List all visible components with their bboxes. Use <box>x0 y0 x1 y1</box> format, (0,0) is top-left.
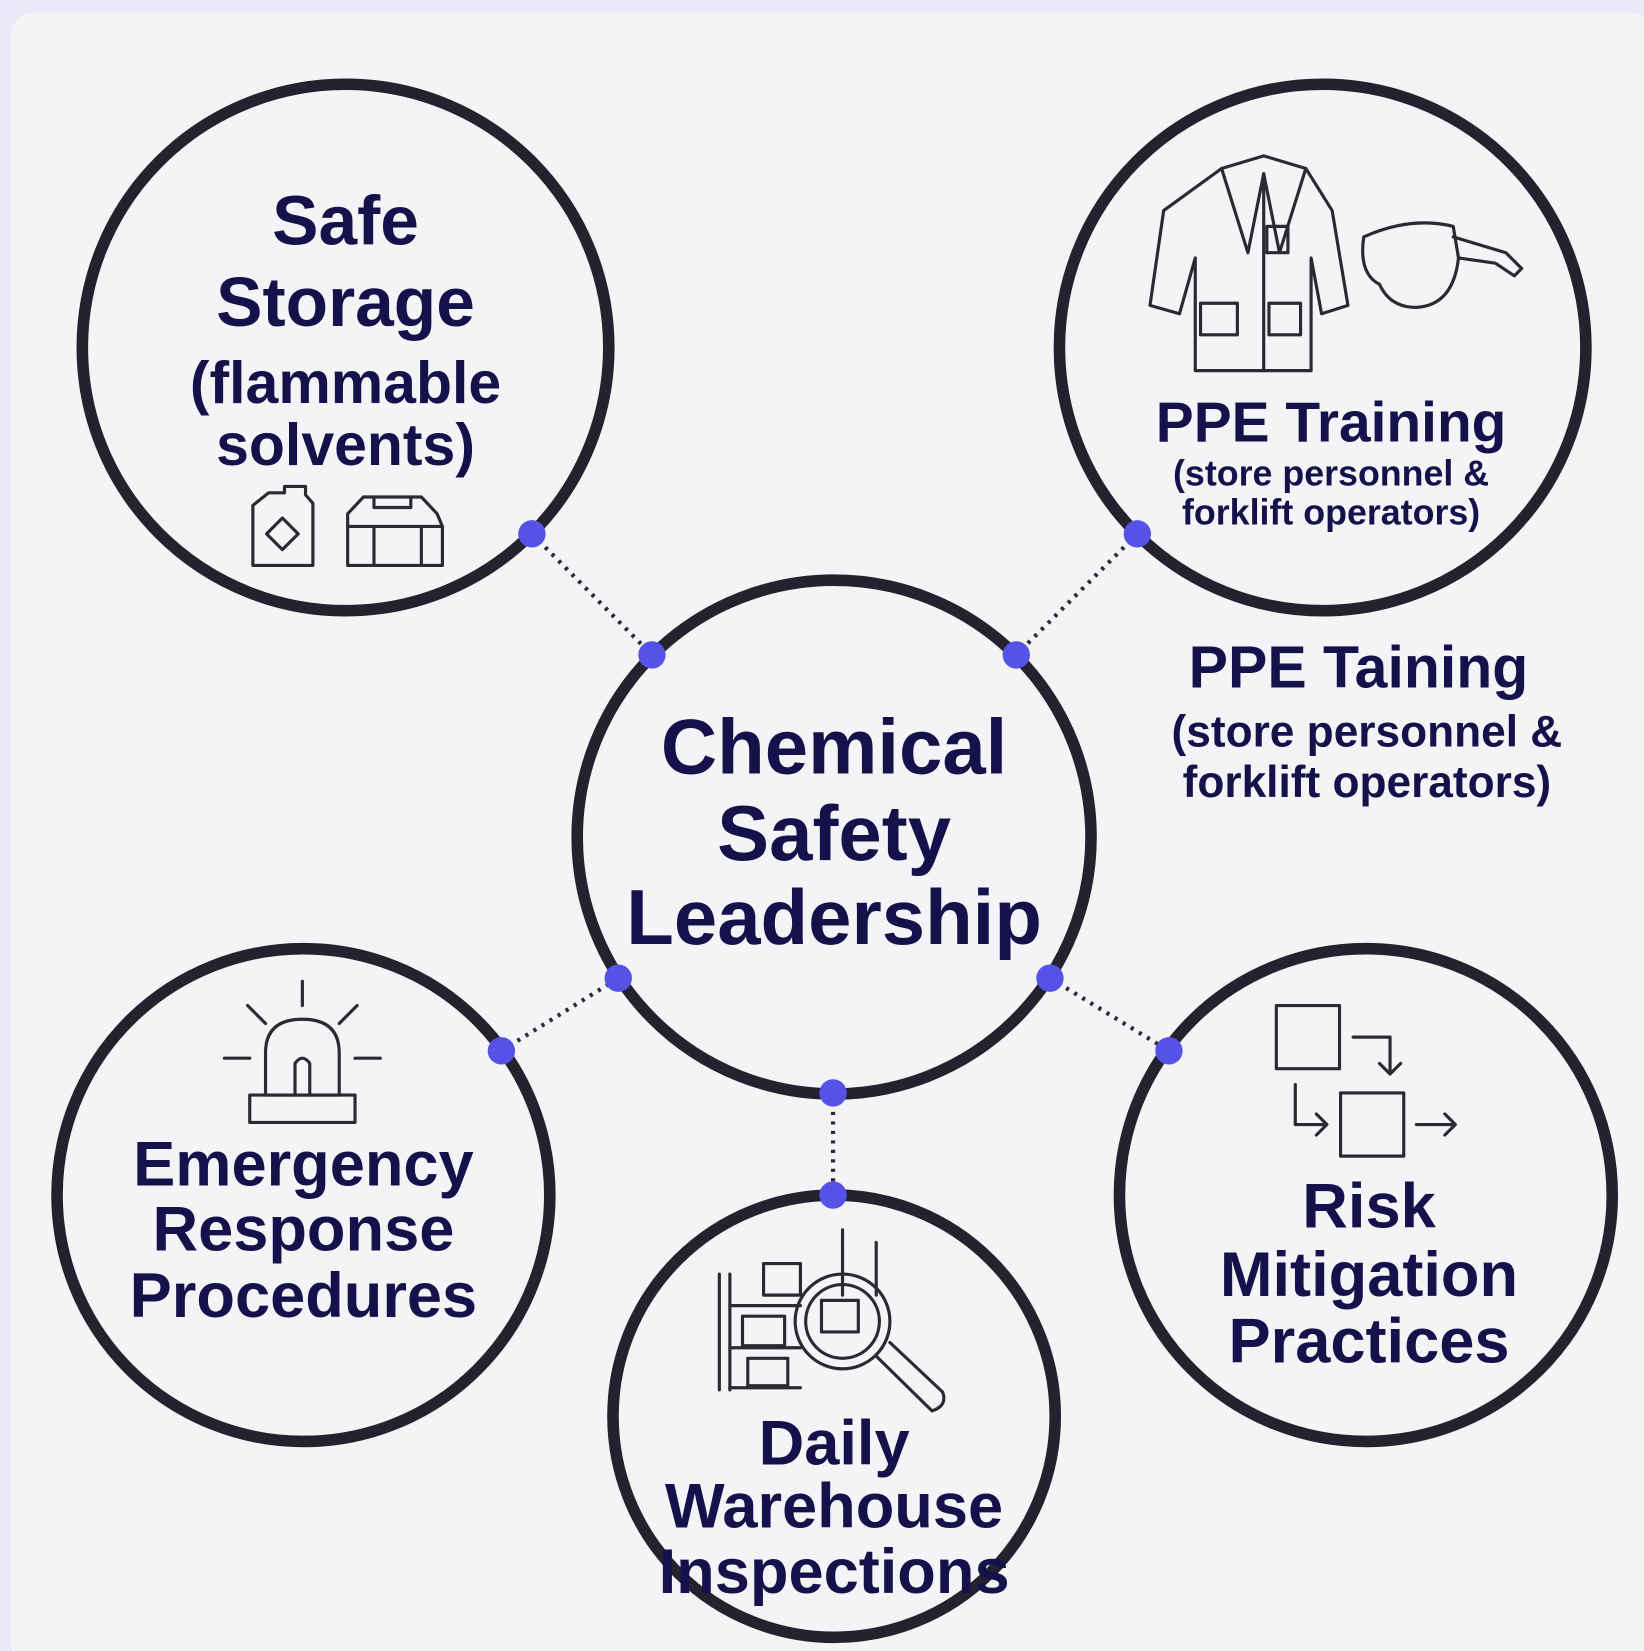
dot <box>518 520 546 548</box>
link <box>500 976 620 1053</box>
node-title: Warehouse <box>665 1472 1003 1542</box>
dot <box>819 1181 847 1209</box>
center-label: Chemical <box>661 702 1007 790</box>
node-subtitle: forklift operators) <box>1182 492 1480 532</box>
dot <box>1123 520 1152 548</box>
node-title: Practices <box>1229 1306 1510 1376</box>
jerrycan-icons <box>251 484 444 568</box>
ppe-icons <box>1148 154 1524 373</box>
annotation-subtitle: forklift operators) <box>1183 758 1552 807</box>
node-circle <box>76 78 615 617</box>
node-circle <box>51 942 556 1448</box>
link <box>1014 532 1139 657</box>
dot <box>1036 964 1064 992</box>
flow-icon <box>1274 1003 1457 1158</box>
center-label: Safety <box>717 789 951 877</box>
annotation-subtitle: (store personnel & <box>1172 708 1563 757</box>
node-circle <box>1113 942 1619 1448</box>
panel <box>10 12 1644 1651</box>
node-title: Procedures <box>130 1261 478 1331</box>
node-subtitle: (store personnel & <box>1173 453 1489 493</box>
dot <box>638 641 666 669</box>
node-circle <box>1053 78 1592 617</box>
inspection-icon <box>717 1228 946 1413</box>
dot <box>604 964 632 992</box>
dot <box>1155 1037 1183 1065</box>
node-subtitle: (flammable <box>190 351 501 416</box>
center-label: Leadership <box>626 873 1042 961</box>
node-title: Safe <box>272 182 419 260</box>
dot <box>487 1037 516 1065</box>
siren-icon <box>222 979 382 1125</box>
connector-dots <box>487 520 1183 1209</box>
links <box>500 532 1171 1196</box>
node-title: Response <box>153 1195 455 1265</box>
node-title: Storage <box>216 263 475 341</box>
node-title: Emergency <box>133 1129 474 1199</box>
node-title: Inspections <box>659 1537 1010 1607</box>
link <box>1048 976 1171 1053</box>
node-title: Mitigation <box>1220 1240 1518 1310</box>
dot <box>1002 641 1030 669</box>
node-title: PPE Training <box>1156 391 1507 454</box>
dot <box>819 1079 847 1107</box>
annotation-title: PPE Taining <box>1189 635 1529 700</box>
node-subtitle: solvents) <box>216 413 475 478</box>
node-title: Daily <box>759 1408 910 1478</box>
node-title: Risk <box>1302 1172 1436 1242</box>
